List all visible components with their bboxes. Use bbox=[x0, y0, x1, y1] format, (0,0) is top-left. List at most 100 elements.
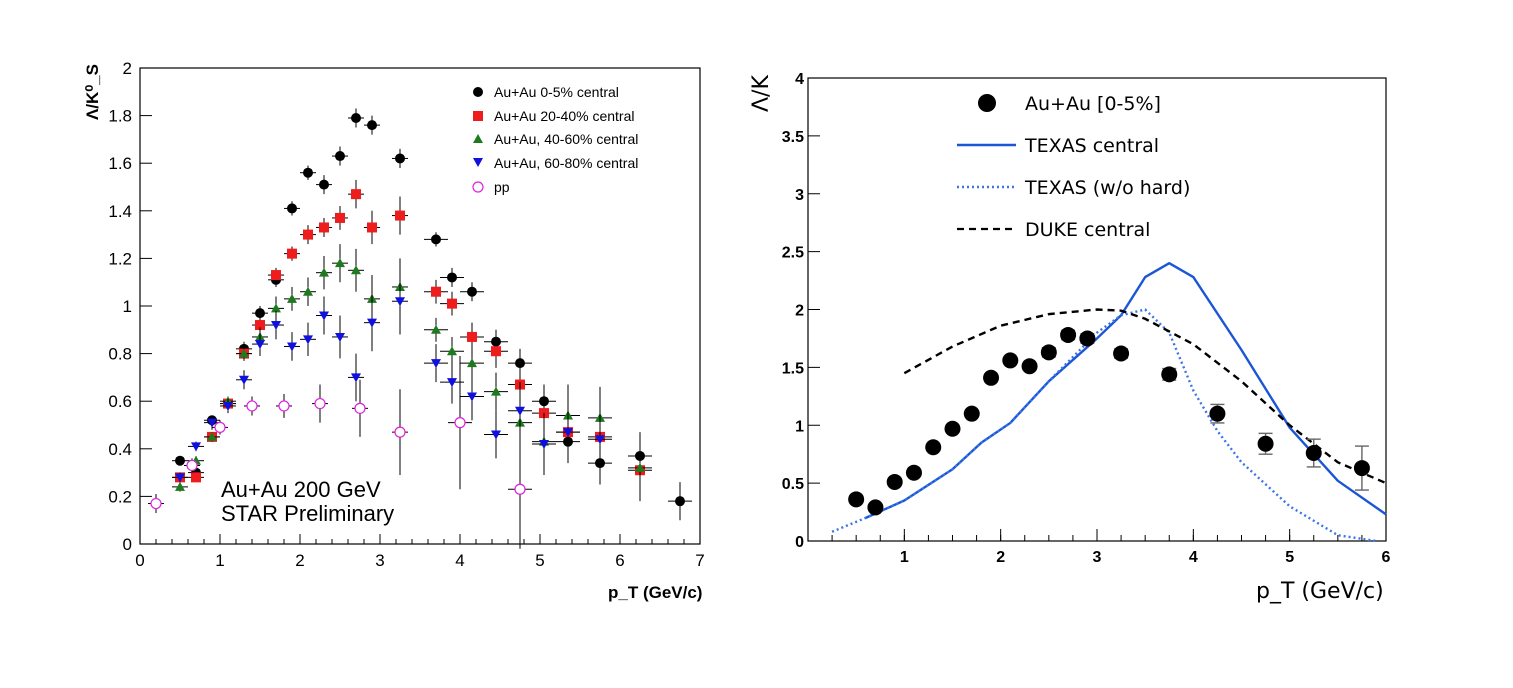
left-x-tick-label: 0 bbox=[135, 551, 144, 570]
data-point bbox=[319, 179, 329, 190]
right-y-tick-label: 0 bbox=[795, 534, 804, 551]
data-point bbox=[447, 298, 457, 309]
data-point bbox=[1060, 326, 1077, 343]
data-point bbox=[514, 483, 526, 495]
data-point bbox=[1209, 405, 1226, 422]
left-y-tick-label: 1.6 bbox=[108, 154, 132, 173]
data-point bbox=[354, 402, 366, 414]
data-point bbox=[635, 462, 645, 472]
data-point bbox=[431, 234, 441, 245]
data-point bbox=[467, 286, 477, 297]
data-point bbox=[287, 248, 297, 259]
data-point bbox=[1161, 366, 1178, 383]
data-point bbox=[925, 439, 942, 456]
data-point bbox=[1257, 435, 1274, 452]
left-x-tick-label: 2 bbox=[295, 551, 304, 570]
right-x-tick-label: 2 bbox=[996, 549, 1005, 566]
data-point bbox=[1305, 445, 1322, 462]
legend-label-60-80: Au+Au, 60-80% central bbox=[494, 155, 638, 171]
legend-marker-60-80 bbox=[473, 158, 483, 167]
right-y-tick-label: 0.5 bbox=[782, 476, 804, 493]
right-y-tick-label: 1 bbox=[795, 418, 804, 435]
left-y-tick-label: 1.8 bbox=[108, 107, 132, 126]
data-point bbox=[944, 420, 961, 437]
data-point bbox=[255, 308, 265, 319]
legend-label-auau: Au+Au [0-5%] bbox=[1025, 93, 1161, 115]
legend-marker-40-60 bbox=[473, 134, 483, 143]
right-x-tick-label: 4 bbox=[1189, 549, 1198, 566]
data-point bbox=[271, 321, 281, 331]
left-y-axis-label: Λ/K⁰_S bbox=[83, 64, 102, 120]
data-point bbox=[491, 386, 501, 396]
left-series-1 bbox=[172, 179, 652, 495]
data-point bbox=[515, 406, 525, 416]
legend-label-40-60: Au+Au, 40-60% central bbox=[494, 131, 638, 147]
data-point bbox=[1040, 344, 1057, 361]
data-point bbox=[303, 167, 313, 178]
data-point bbox=[287, 342, 297, 352]
legend-marker-pp bbox=[472, 181, 484, 193]
data-point bbox=[491, 346, 501, 357]
left-y-tick-label: 0.4 bbox=[108, 440, 132, 459]
right-x-axis-label: p_T (GeV/c) bbox=[1256, 579, 1384, 604]
legend-label-duke: DUKE central bbox=[1025, 219, 1150, 241]
data-point bbox=[367, 222, 377, 233]
legend-marker-20-40 bbox=[473, 111, 483, 121]
right-legend: Au+Au [0-5%] TEXAS central TEXAS (w/o ha… bbox=[957, 93, 1190, 241]
data-point bbox=[1002, 352, 1019, 369]
data-point bbox=[287, 293, 297, 303]
curve-texas-central bbox=[865, 262, 1387, 519]
left-y-tick-label: 0.8 bbox=[108, 345, 132, 364]
right-chart: 1 2 3 4 5 6 0 0.5 1 1.5 2 2.5 3 3.5 4 Au+Au [0-5%] TEX… bbox=[749, 71, 1391, 604]
data-point bbox=[319, 311, 329, 321]
data-point bbox=[1113, 345, 1130, 362]
data-point bbox=[319, 222, 329, 233]
data-point bbox=[595, 435, 605, 445]
left-x-tick-label: 7 bbox=[695, 551, 704, 570]
data-point bbox=[351, 373, 361, 383]
data-point bbox=[1353, 460, 1370, 477]
data-point bbox=[335, 212, 345, 223]
left-x-tick-label: 1 bbox=[215, 551, 224, 570]
data-point bbox=[335, 258, 345, 268]
left-chart: 0 1 2 3 4 5 6 7 0 0.2 0.4 0.6 0.8 1 1.2 1.4 1.6 1.8 2 Au+A… bbox=[83, 59, 705, 602]
data-point bbox=[395, 210, 405, 221]
data-point bbox=[335, 332, 345, 342]
data-point bbox=[905, 464, 922, 481]
data-point bbox=[539, 440, 549, 450]
data-point bbox=[351, 189, 361, 200]
left-x-tick-label: 3 bbox=[375, 551, 384, 570]
legend-marker-auau bbox=[978, 94, 996, 112]
right-x-tick-label: 6 bbox=[1382, 549, 1391, 566]
data-point bbox=[191, 472, 201, 483]
data-point bbox=[467, 331, 477, 342]
data-point bbox=[431, 359, 441, 369]
data-point bbox=[431, 324, 441, 334]
left-series-3 bbox=[172, 267, 612, 483]
data-point bbox=[271, 270, 281, 281]
legend-label-pp: pp bbox=[494, 179, 510, 195]
data-point bbox=[563, 428, 573, 438]
left-y-tick-label: 1 bbox=[123, 297, 132, 316]
data-point bbox=[983, 369, 1000, 386]
left-y-tick-label: 0.6 bbox=[108, 392, 132, 411]
left-x-tick-label: 4 bbox=[455, 551, 464, 570]
data-point bbox=[867, 499, 884, 516]
data-point bbox=[175, 481, 185, 491]
data-point bbox=[467, 392, 477, 402]
legend-label-0-5: Au+Au 0-5% central bbox=[494, 84, 619, 100]
data-point bbox=[207, 418, 217, 428]
legend-label-texas-wo-hard: TEXAS (w/o hard) bbox=[1024, 177, 1190, 199]
data-point bbox=[191, 442, 201, 452]
data-point bbox=[207, 431, 217, 441]
data-point bbox=[303, 229, 313, 240]
data-point bbox=[491, 430, 501, 440]
data-point bbox=[394, 426, 406, 438]
data-point bbox=[447, 272, 457, 283]
data-point bbox=[287, 203, 297, 214]
data-point bbox=[351, 265, 361, 275]
right-y-tick-label: 1.5 bbox=[782, 360, 804, 377]
left-x-axis-label: p_T (GeV/c) bbox=[608, 583, 702, 602]
data-point bbox=[150, 497, 162, 510]
annotation-energy: Au+Au 200 GeV bbox=[221, 477, 381, 502]
